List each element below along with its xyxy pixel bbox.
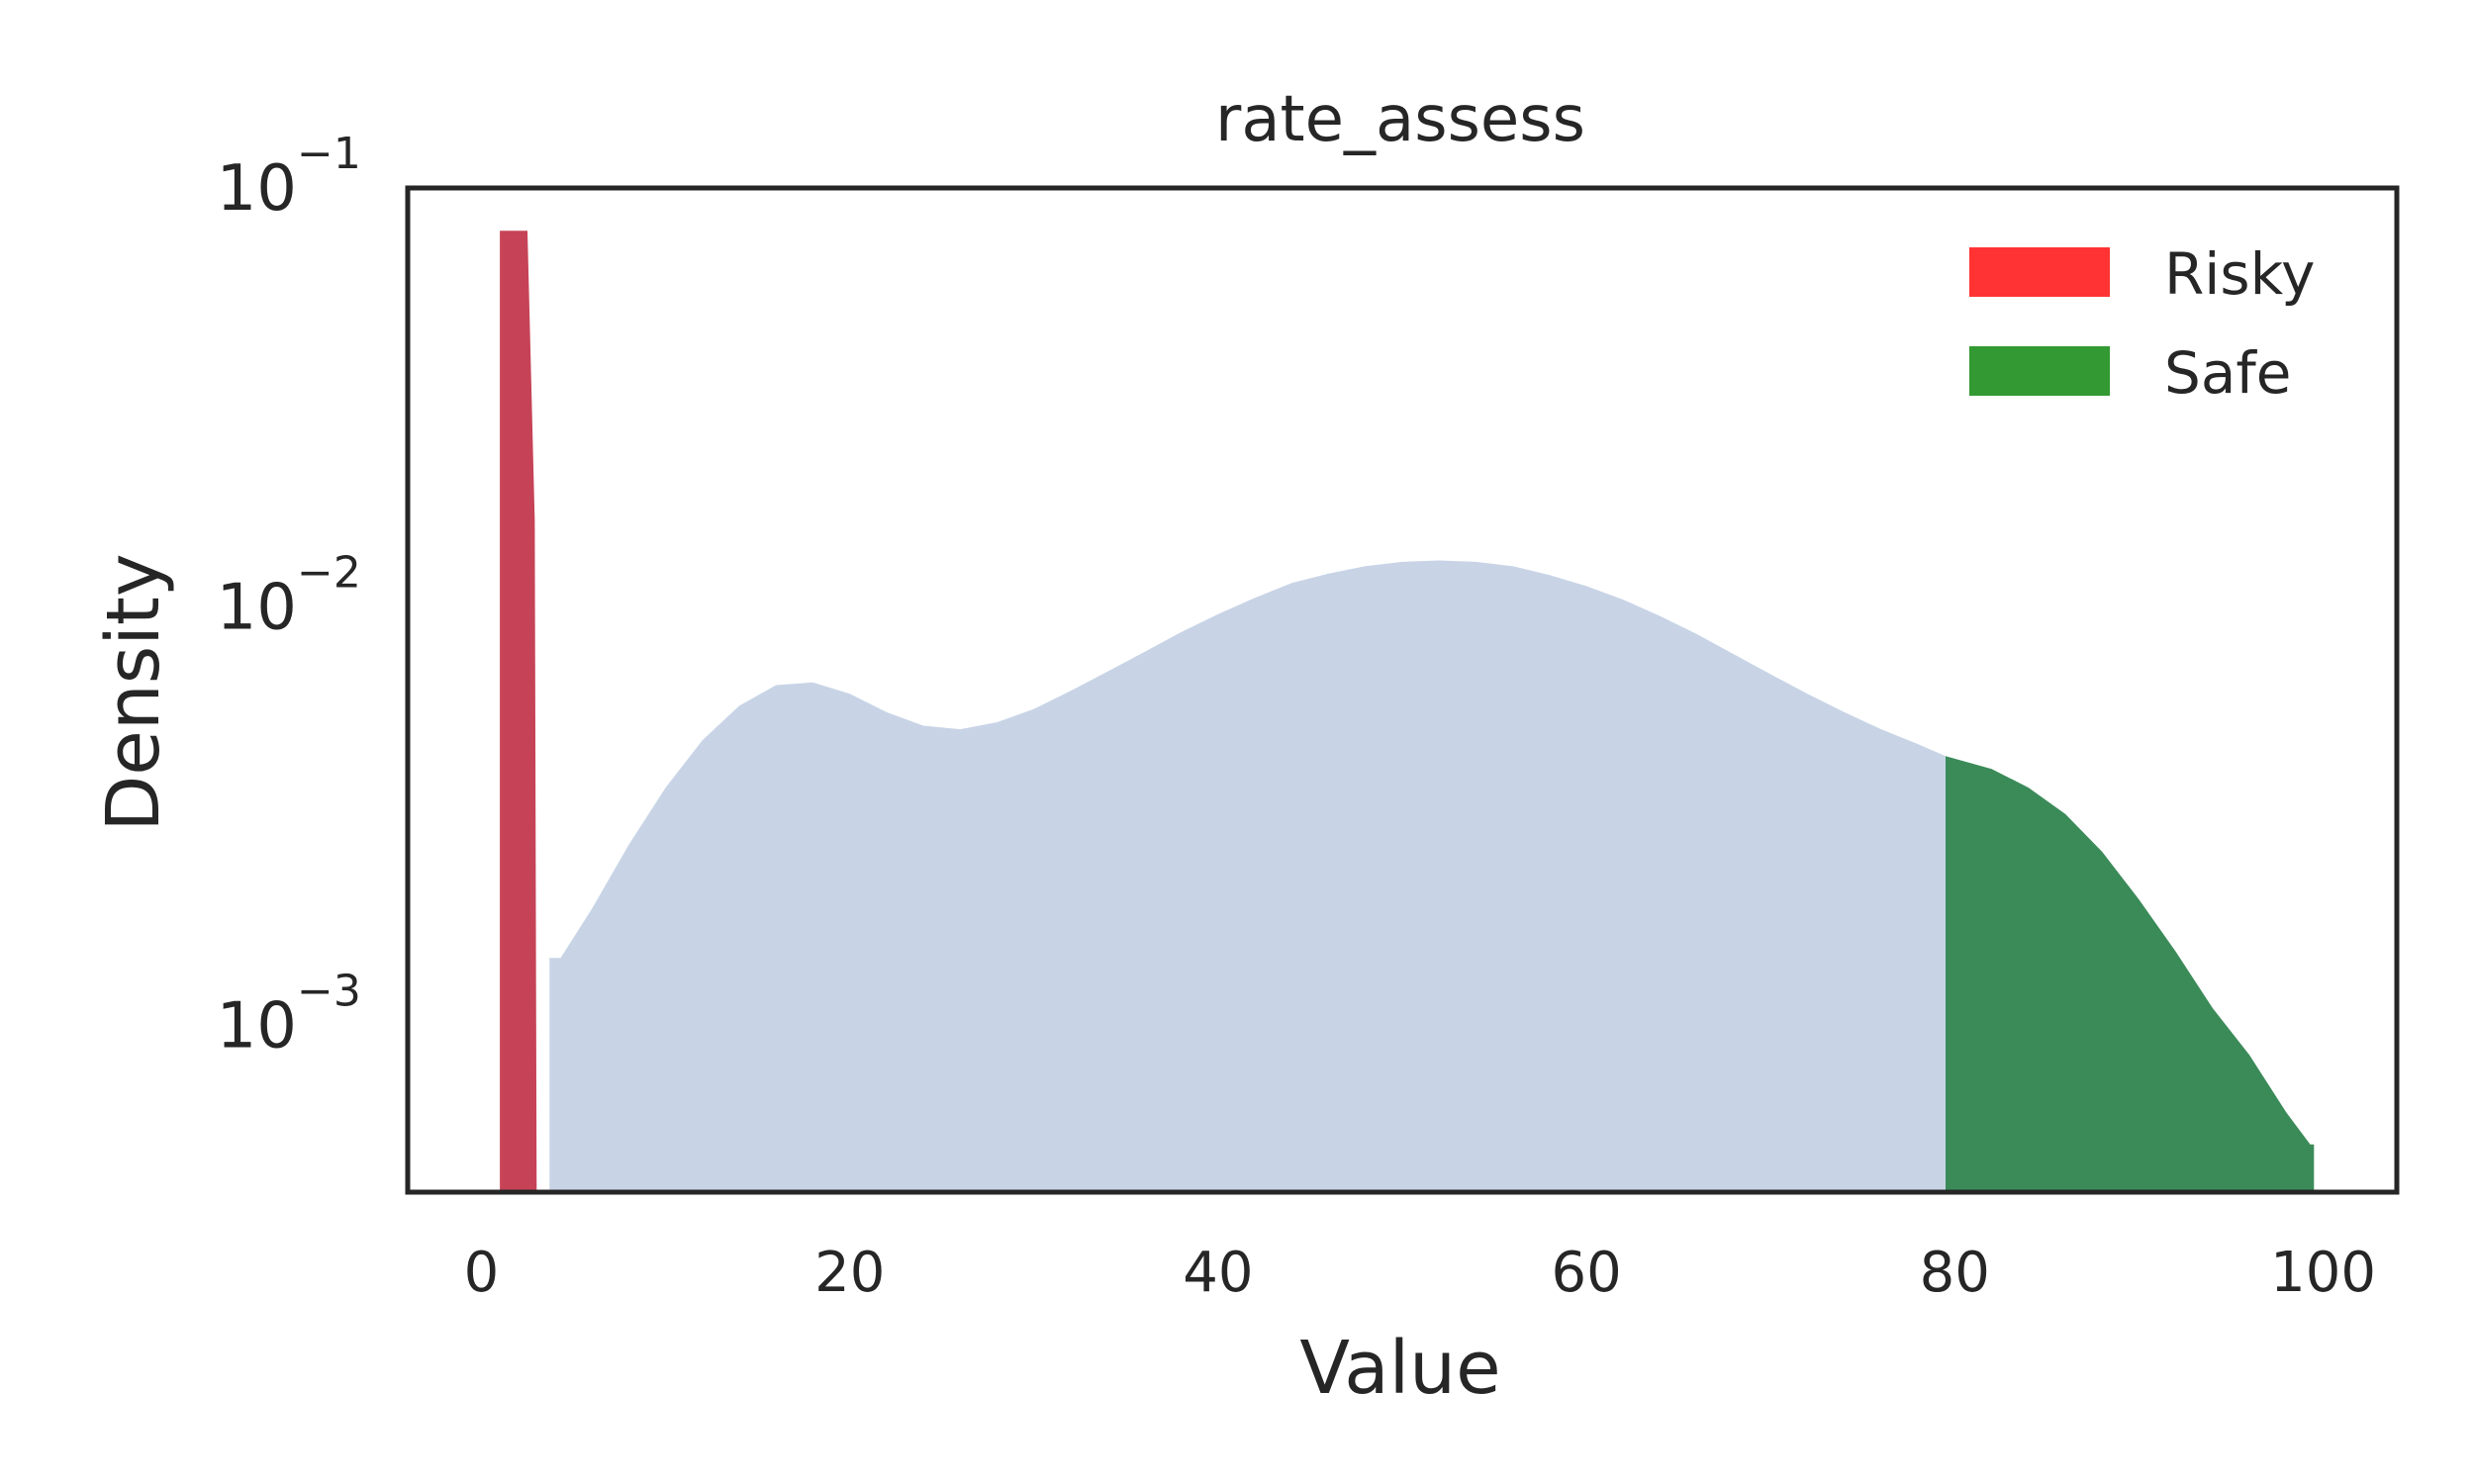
risky-area: [500, 231, 537, 1193]
y-axis-label: Density: [91, 553, 176, 831]
y-tick-label: 10: [217, 990, 297, 1064]
y-tick-label: 10: [217, 571, 297, 644]
x-tick-label: 80: [1920, 1241, 1990, 1305]
y-tick-exponent: −3: [297, 967, 361, 1017]
x-tick-label: 0: [464, 1241, 500, 1305]
plot-frame: [405, 185, 2400, 1195]
y-tick-label: 10: [217, 152, 297, 226]
x-tick-label: 40: [1183, 1241, 1253, 1305]
y-tick-exponent: −2: [297, 547, 361, 598]
legend-swatch-risky: [1969, 247, 2110, 297]
density-area: [549, 560, 1946, 1192]
safe-area: [1946, 756, 2315, 1192]
x-tick-label: 100: [2270, 1241, 2376, 1305]
legend-swatch-safe: [1969, 346, 2110, 396]
x-axis-ticks: 0 20 40 60 80 100: [464, 1241, 2376, 1305]
x-tick-label: 60: [1551, 1241, 1621, 1305]
chart-title: rate_assess: [1215, 83, 1585, 156]
legend-label-risky: Risky: [2164, 240, 2315, 308]
y-tick-exponent: −1: [297, 129, 361, 179]
plot-area: [500, 231, 2315, 1193]
x-tick-label: 20: [814, 1241, 885, 1305]
x-axis-label: Value: [1299, 1326, 1500, 1411]
legend-label-safe: Safe: [2164, 339, 2291, 407]
y-axis-ticks: 10−310−210−1: [217, 129, 361, 1064]
legend: Risky Safe: [1969, 240, 2315, 407]
